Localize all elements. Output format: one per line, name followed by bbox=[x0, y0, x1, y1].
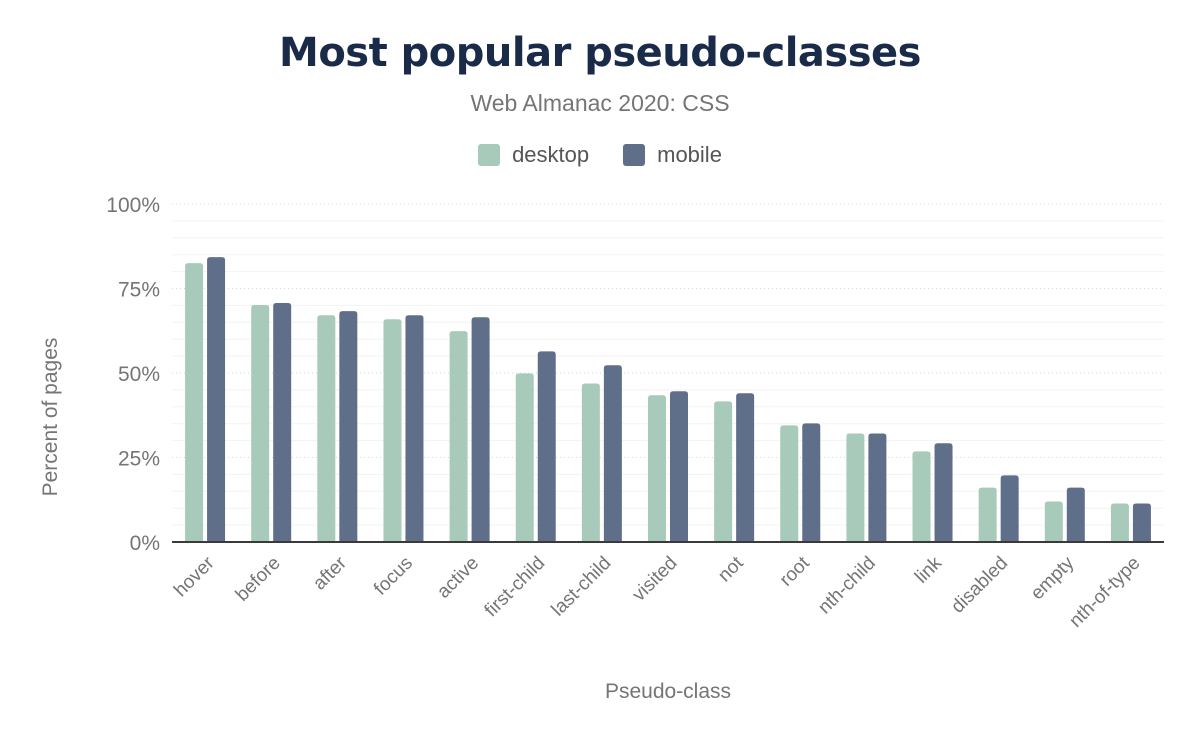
x-tick-label: root bbox=[776, 552, 815, 591]
x-axis-title: Pseudo-class bbox=[605, 680, 731, 703]
legend-swatch-mobile bbox=[623, 144, 646, 166]
bar-desktop-nth-child bbox=[846, 433, 865, 542]
bar-mobile-active bbox=[471, 317, 490, 542]
bar-mobile-first-child bbox=[537, 351, 556, 542]
bar-mobile-root bbox=[802, 423, 821, 542]
bar-mobile-not bbox=[736, 393, 755, 542]
bar-desktop-last-child bbox=[581, 383, 600, 542]
x-tick-label: hover bbox=[170, 552, 219, 601]
y-tick-label: 100% bbox=[106, 194, 160, 217]
x-tick-label: disabled bbox=[947, 553, 1012, 618]
y-axis-title: Percent of pages bbox=[39, 338, 62, 497]
bar-desktop-after bbox=[317, 315, 336, 542]
legend: desktop mobile bbox=[0, 142, 1200, 168]
legend-item-desktop[interactable]: desktop bbox=[478, 142, 589, 168]
bar-mobile-before bbox=[273, 303, 292, 542]
chart-subtitle: Web Almanac 2020: CSS bbox=[470, 90, 730, 116]
bar-desktop-root bbox=[780, 425, 799, 542]
bar-mobile-visited bbox=[670, 391, 688, 542]
bar-desktop-before bbox=[251, 305, 270, 542]
bar-mobile-nth-child bbox=[868, 433, 887, 542]
bar-desktop-focus bbox=[383, 319, 402, 542]
x-tick-label: not bbox=[714, 552, 748, 586]
bar-mobile-hover bbox=[207, 257, 226, 542]
legend-item-mobile[interactable]: mobile bbox=[623, 142, 722, 168]
chart-title: Most popular pseudo-classes bbox=[279, 30, 921, 76]
x-tick-label: before bbox=[232, 553, 285, 606]
bar-mobile-focus bbox=[405, 315, 424, 542]
bar-mobile-link bbox=[934, 443, 953, 542]
x-tick-label: first-child bbox=[481, 553, 550, 622]
x-tick-label: nth-of-type bbox=[1065, 553, 1144, 632]
x-tick-label: empty bbox=[1027, 552, 1079, 604]
bar-desktop-visited bbox=[648, 395, 666, 542]
y-tick-label: 0% bbox=[130, 532, 160, 555]
bar-mobile-after bbox=[339, 311, 358, 542]
bar-mobile-nth-of-type bbox=[1132, 503, 1151, 542]
bar-desktop-empty bbox=[1044, 501, 1063, 542]
bar-mobile-last-child bbox=[603, 365, 622, 542]
bar-desktop-nth-of-type bbox=[1110, 503, 1129, 542]
bar-mobile-disabled bbox=[1000, 475, 1019, 542]
x-tick-label: focus bbox=[370, 553, 417, 600]
y-tick-label: 50% bbox=[118, 363, 160, 386]
x-tick-label: after bbox=[309, 552, 351, 594]
bar-desktop-not bbox=[714, 401, 733, 542]
legend-label: desktop bbox=[512, 142, 590, 167]
legend-swatch-desktop bbox=[478, 144, 501, 166]
y-tick-label: 25% bbox=[118, 448, 160, 471]
x-tick-label: active bbox=[433, 553, 483, 603]
legend-label: mobile bbox=[657, 142, 722, 167]
bar-desktop-disabled bbox=[978, 487, 997, 542]
bar-desktop-active bbox=[449, 331, 468, 542]
bar-desktop-link bbox=[912, 451, 931, 542]
y-tick-label: 75% bbox=[118, 279, 160, 302]
bar-mobile-empty bbox=[1066, 487, 1085, 542]
x-tick-label: link bbox=[911, 552, 946, 587]
bar-desktop-first-child bbox=[515, 373, 534, 542]
x-tick-label: visited bbox=[629, 553, 682, 606]
bar-desktop-hover bbox=[185, 263, 204, 542]
x-tick-label: nth-child bbox=[814, 553, 880, 619]
x-tick-label: last-child bbox=[548, 553, 616, 621]
